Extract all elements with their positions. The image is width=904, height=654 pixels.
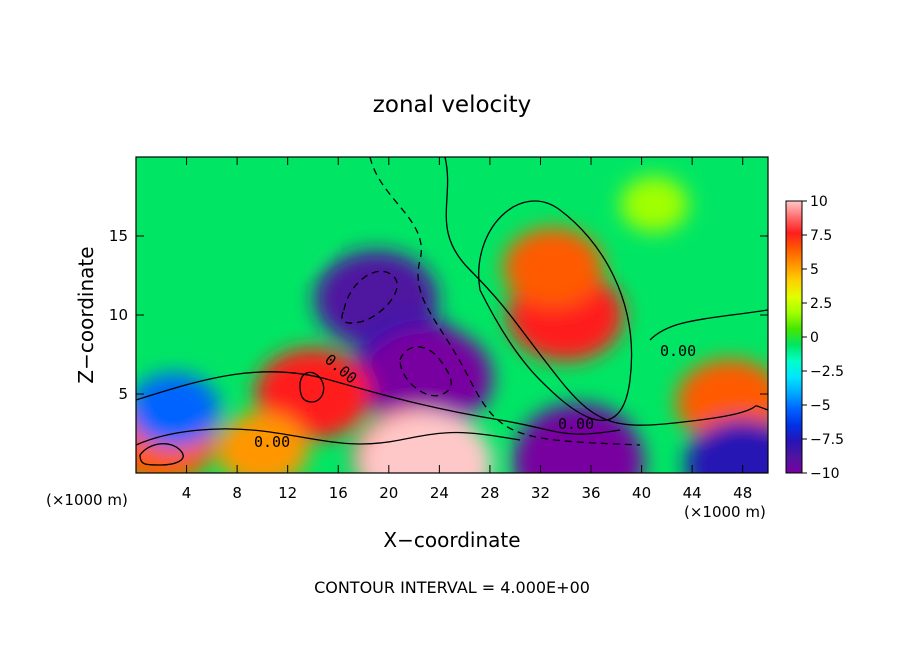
x-tick-label: 36	[581, 484, 600, 502]
colorbar-tick-label: −7.5	[810, 432, 844, 448]
x-tick-label: 48	[733, 484, 752, 502]
field-feature	[360, 411, 493, 473]
y-tick-label: 15	[109, 227, 128, 245]
contour-line	[136, 428, 521, 446]
colorbar-tick-label: −10	[810, 466, 840, 482]
colorbar-tick-label: 5	[810, 262, 819, 278]
contour-line	[136, 371, 621, 435]
y-axis-label: Z−coordinate	[74, 246, 98, 383]
y-tick-label: 5	[118, 385, 128, 403]
colorbar-scale	[785, 200, 803, 474]
field-feature	[620, 176, 689, 233]
contour-line	[444, 157, 768, 426]
field-feature	[360, 326, 493, 431]
x-tick-label: 40	[632, 484, 651, 502]
x-tick-label: 28	[480, 484, 499, 502]
x-tick-label: 24	[430, 484, 449, 502]
x-tick-label: 32	[531, 484, 550, 502]
x-axis-label: X−coordinate	[383, 528, 520, 552]
x-axis: 4 8 12 16 20 24 28 32 36 40 44 48	[182, 157, 752, 502]
chart-title: zonal velocity	[373, 92, 531, 118]
plot-area	[136, 157, 768, 473]
colorbar-tick-label: −2.5	[810, 364, 844, 380]
colorbar: 10 7.5 5 2.5 0 −2.5 −5 −7.5 −10	[785, 194, 844, 482]
contour-line	[139, 443, 184, 466]
colorbar-tick-label: 10	[810, 194, 828, 210]
x-tick-label: 20	[379, 484, 398, 502]
x-unit-right: (×1000 m)	[684, 503, 766, 521]
contour-line	[649, 309, 768, 341]
x-tick-label: 44	[683, 484, 702, 502]
colorbar-tick-label: 2.5	[810, 296, 832, 312]
colorbar-tick-label: 7.5	[810, 228, 832, 244]
contour-line	[478, 200, 633, 421]
x-tick-label: 16	[329, 484, 348, 502]
contour-label: 0.00	[254, 433, 290, 451]
x-tick-label: 4	[182, 484, 192, 502]
y-tick-label: 10	[109, 306, 128, 324]
colorbar-tick-label: 0	[810, 330, 819, 346]
x-unit-left: (×1000 m)	[46, 491, 128, 509]
x-tick-label: 8	[232, 484, 242, 502]
field-feature	[684, 419, 768, 473]
y-axis: 5 10 15	[109, 227, 768, 403]
field-feature	[216, 412, 309, 473]
contour-label: 0.00	[558, 415, 594, 433]
contour-line	[399, 346, 452, 397]
x-tick-label: 12	[278, 484, 297, 502]
field-feature	[503, 227, 604, 308]
contour-line	[299, 371, 325, 403]
contour-interval-note: CONTOUR INTERVAL = 4.000E+00	[314, 578, 590, 597]
field-feature	[257, 211, 318, 261]
contour-line	[369, 157, 641, 446]
contour-label: 0.00	[660, 342, 696, 360]
colorbar-tick-label: −5	[810, 398, 831, 414]
field-feature	[136, 372, 220, 447]
